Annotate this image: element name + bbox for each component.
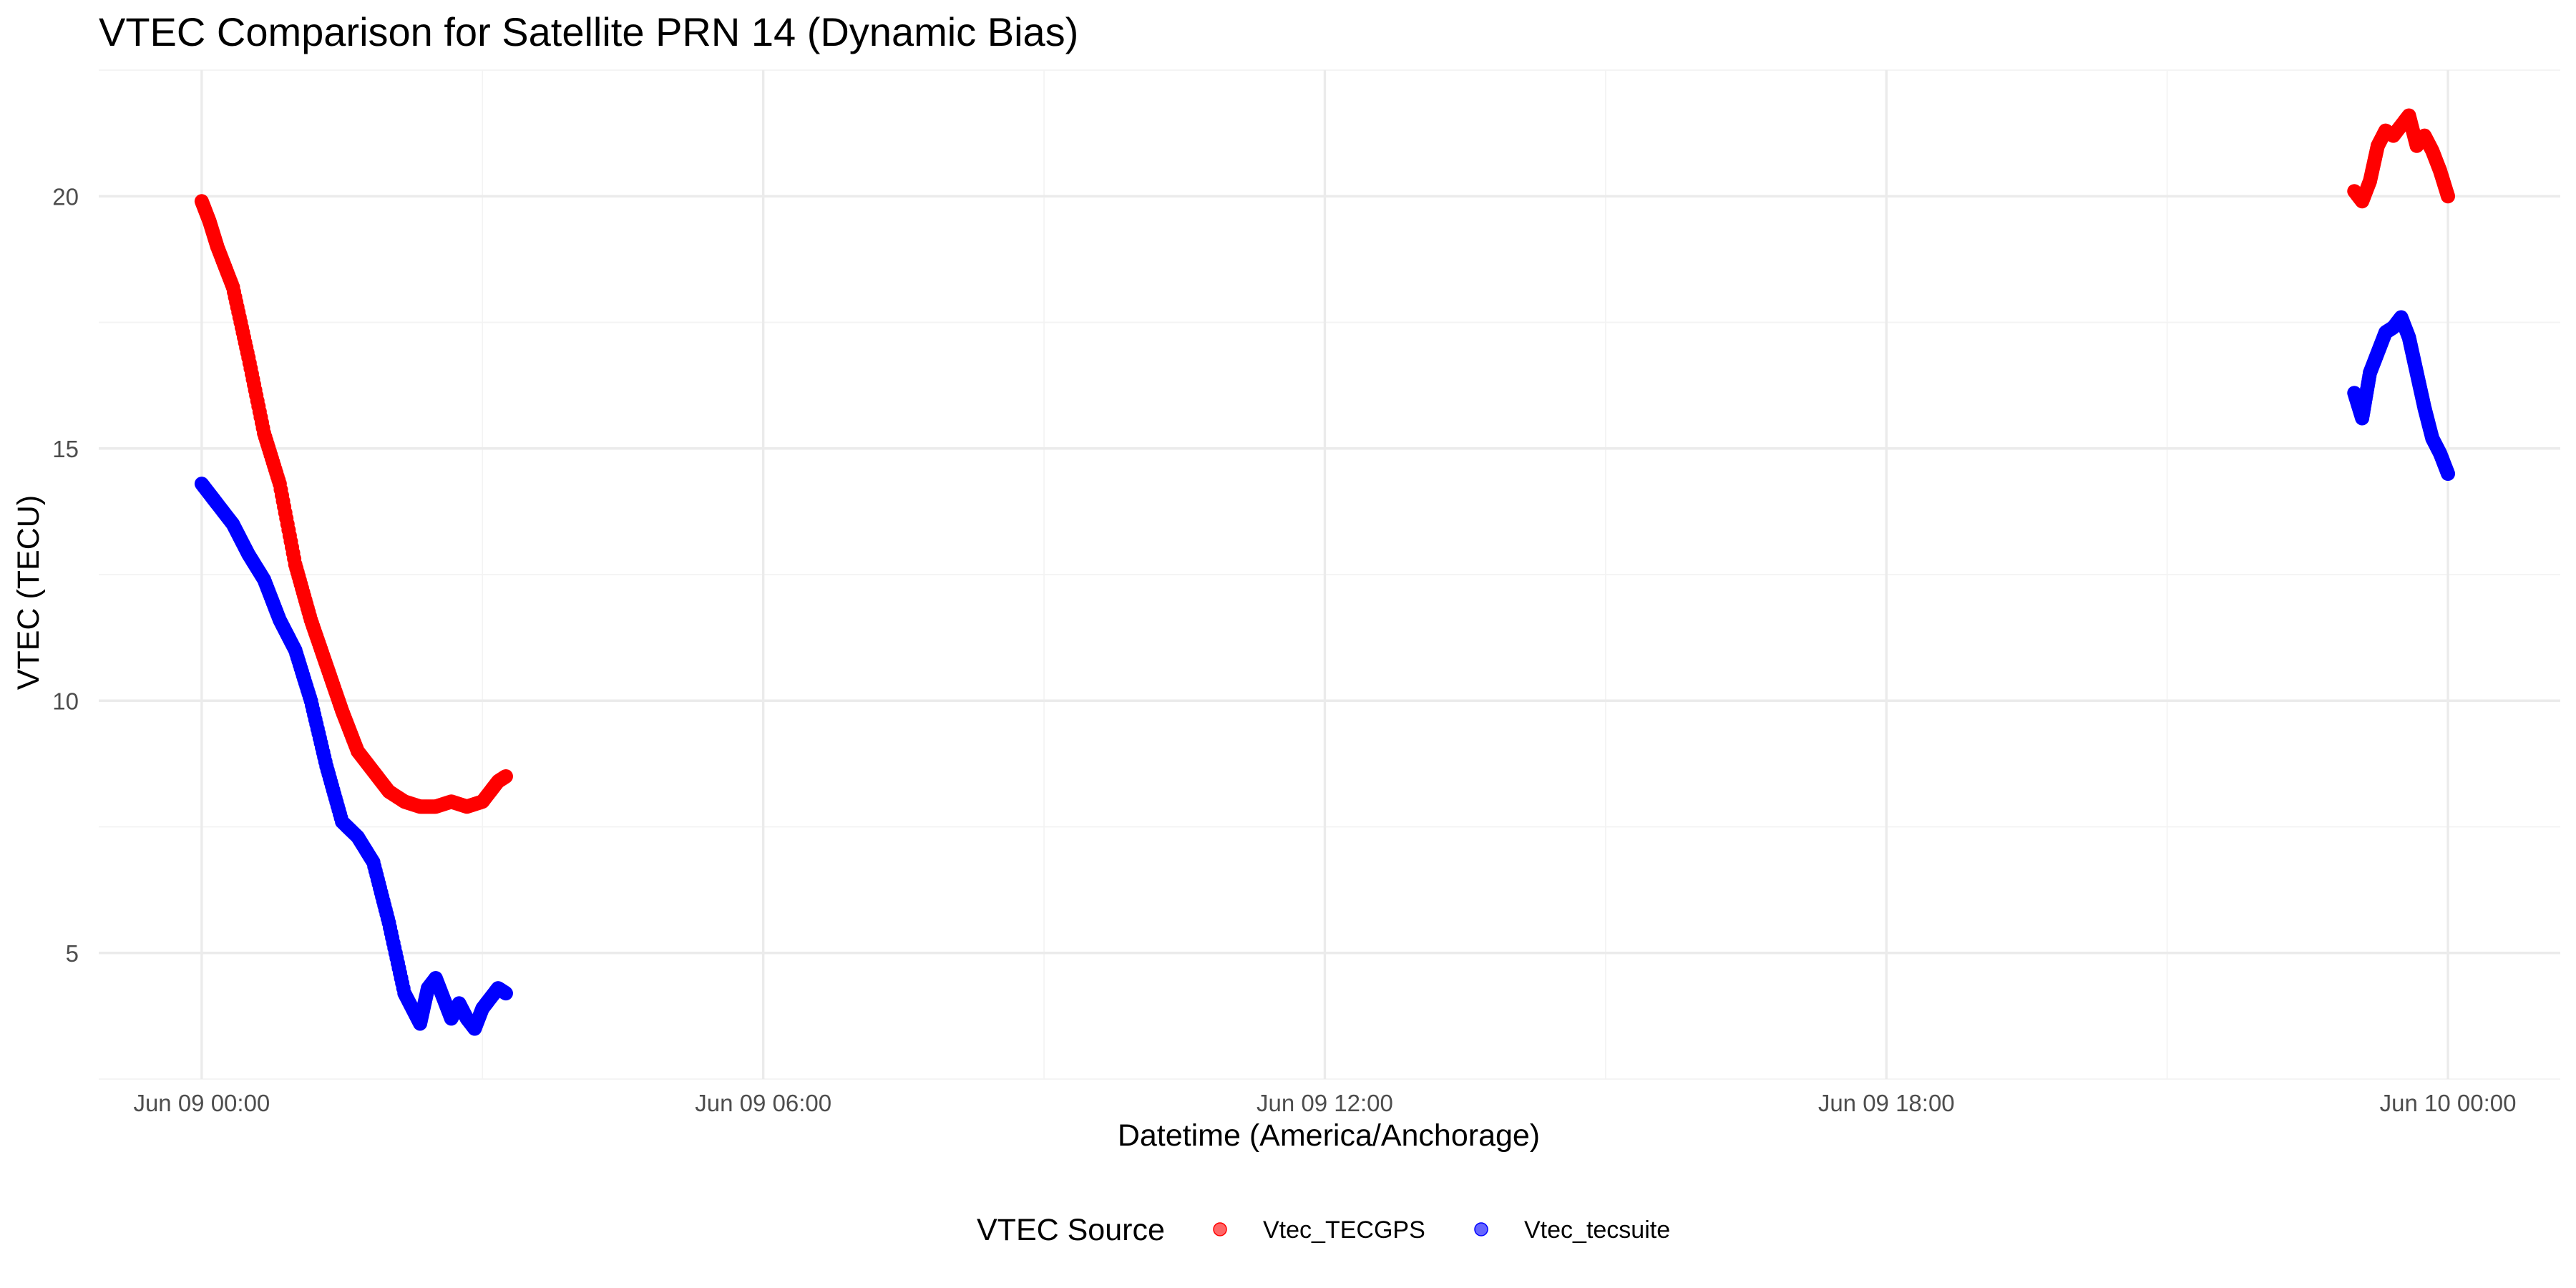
x-tick-label: Jun 09 12:00: [1257, 1090, 1393, 1116]
x-tick-label: Jun 09 06:00: [695, 1090, 831, 1116]
legend-label-Vtec_tecsuite: Vtec_tecsuite: [1524, 1216, 1670, 1244]
x-tick-label: Jun 09 00:00: [133, 1090, 270, 1116]
series-Vtec_TECGPS: [194, 108, 2456, 814]
data-point: [498, 769, 513, 784]
legend-title: VTEC Source: [977, 1213, 1165, 1247]
y-axis-ticks: 5 10 15 20: [52, 183, 79, 967]
legend-key-Vtec_tecsuite: [1474, 1222, 1488, 1236]
series-Vtec_tecsuite: [194, 310, 2456, 1036]
x-tick-label: Jun 10 00:00: [2380, 1090, 2517, 1116]
data-point: [2441, 467, 2456, 481]
grid: [99, 69, 2560, 1080]
y-tick-label: 10: [52, 688, 79, 714]
legend-key-Vtec_TECGPS: [1213, 1222, 1227, 1236]
y-axis-title: VTEC (TECU): [11, 495, 46, 690]
x-axis-title: Datetime (America/Anchorage): [1118, 1118, 1540, 1153]
legend-label-Vtec_TECGPS: Vtec_TECGPS: [1263, 1216, 1425, 1244]
legend: VTEC Source Vtec_TECGPS Vtec_tecsuite: [977, 1213, 1670, 1247]
data-point: [498, 986, 513, 1001]
y-tick-label: 5: [66, 940, 79, 967]
data-point: [2441, 189, 2456, 204]
y-tick-label: 15: [52, 436, 79, 462]
x-axis-ticks: Jun 09 00:00 Jun 09 06:00 Jun 09 12:00 Jun …: [133, 1090, 2516, 1116]
chart-title: VTEC Comparison for Satellite PRN 14 (Dy…: [99, 9, 1078, 54]
x-tick-label: Jun 09 18:00: [1818, 1090, 1955, 1116]
y-tick-label: 20: [52, 183, 79, 210]
data-points: [194, 108, 2456, 1036]
